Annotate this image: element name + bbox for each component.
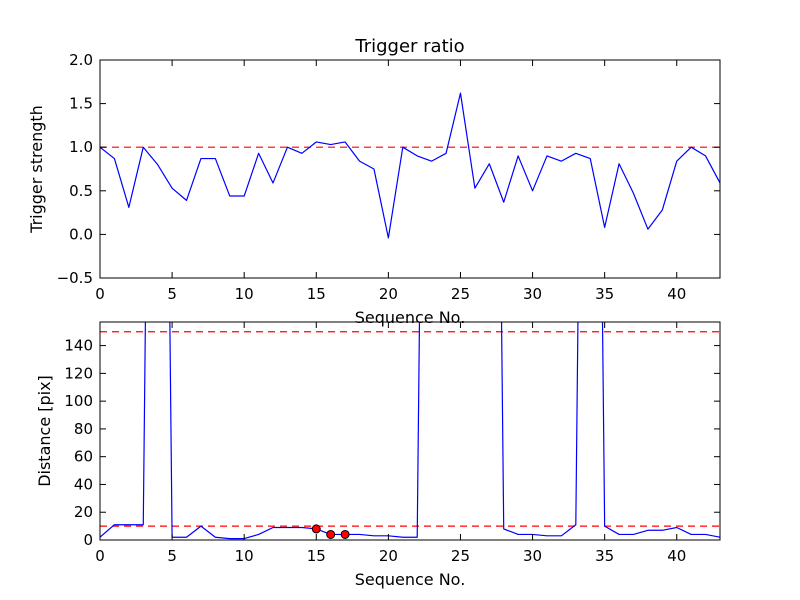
y-tick-label: 0.5: [69, 182, 93, 200]
x-tick-label: 35: [595, 547, 614, 565]
x-tick-label: 15: [307, 285, 326, 303]
x-axis-label: Sequence No.: [355, 308, 466, 327]
y-tick-label: 1.0: [69, 138, 93, 156]
y-tick-label: 60: [74, 448, 93, 466]
axes-frame: [99, 321, 721, 541]
x-tick-label: 0: [95, 285, 105, 303]
y-tick-label: 80: [74, 420, 93, 438]
x-tick-label: 40: [667, 285, 686, 303]
x-tick-label: 30: [523, 547, 542, 565]
y-tick-label: 0: [83, 531, 93, 549]
x-tick-label: 25: [451, 285, 470, 303]
x-axis-label: Sequence No.: [355, 570, 466, 589]
axes-frame: [99, 59, 721, 279]
x-tick-label: 20: [379, 285, 398, 303]
axis-ticks: 0 5 10 15 20 25 30 35 40 0 20 40 60 80 100 120 140: [64, 322, 720, 565]
x-tick-label: 25: [451, 547, 470, 565]
y-tick-label: 140: [64, 337, 93, 355]
x-tick-label: 35: [595, 285, 614, 303]
y-tick-label: 1.5: [69, 95, 93, 113]
x-tick-label: 5: [167, 547, 177, 565]
y-tick-label: 120: [64, 364, 93, 382]
x-tick-label: 5: [167, 285, 177, 303]
x-tick-label: 0: [95, 547, 105, 565]
x-tick-label: 10: [235, 547, 254, 565]
axis-ticks: 0 5 10 15 20 25 30 35 40 −0.5 0.0 0.5 1.0 1.5 2.0: [57, 51, 720, 303]
x-tick-label: 15: [307, 547, 326, 565]
series-line: [100, 322, 720, 540]
plot-area: [100, 92, 720, 239]
marker-point: [311, 524, 321, 534]
distance-chart: 0 5 10 15 20 25 30 35 40 0 20 40 60 80 100 120 140 Seque…: [35, 321, 721, 589]
x-tick-label: 40: [667, 547, 686, 565]
chart-title: Trigger ratio: [354, 36, 464, 57]
series-line: [100, 92, 720, 239]
y-tick-label: 0.0: [69, 225, 93, 243]
x-tick-label: 30: [523, 285, 542, 303]
marker-point: [326, 529, 336, 539]
plot-area: [100, 322, 720, 540]
y-tick-label: 20: [74, 503, 93, 521]
y-axis-label: Trigger strength: [27, 105, 46, 234]
marker-point: [340, 529, 350, 539]
x-tick-label: 10: [235, 285, 254, 303]
y-tick-label: 2.0: [69, 51, 93, 69]
y-tick-label: −0.5: [57, 269, 93, 287]
trigger-ratio-chart: Trigger ratio 0 5 10 15 20 25 30 35 40 −0.5 0.0 0.5…: [27, 36, 721, 327]
y-tick-label: 40: [74, 475, 93, 493]
y-axis-label: Distance [pix]: [35, 375, 54, 487]
x-tick-label: 20: [379, 547, 398, 565]
y-tick-label: 100: [64, 392, 93, 410]
